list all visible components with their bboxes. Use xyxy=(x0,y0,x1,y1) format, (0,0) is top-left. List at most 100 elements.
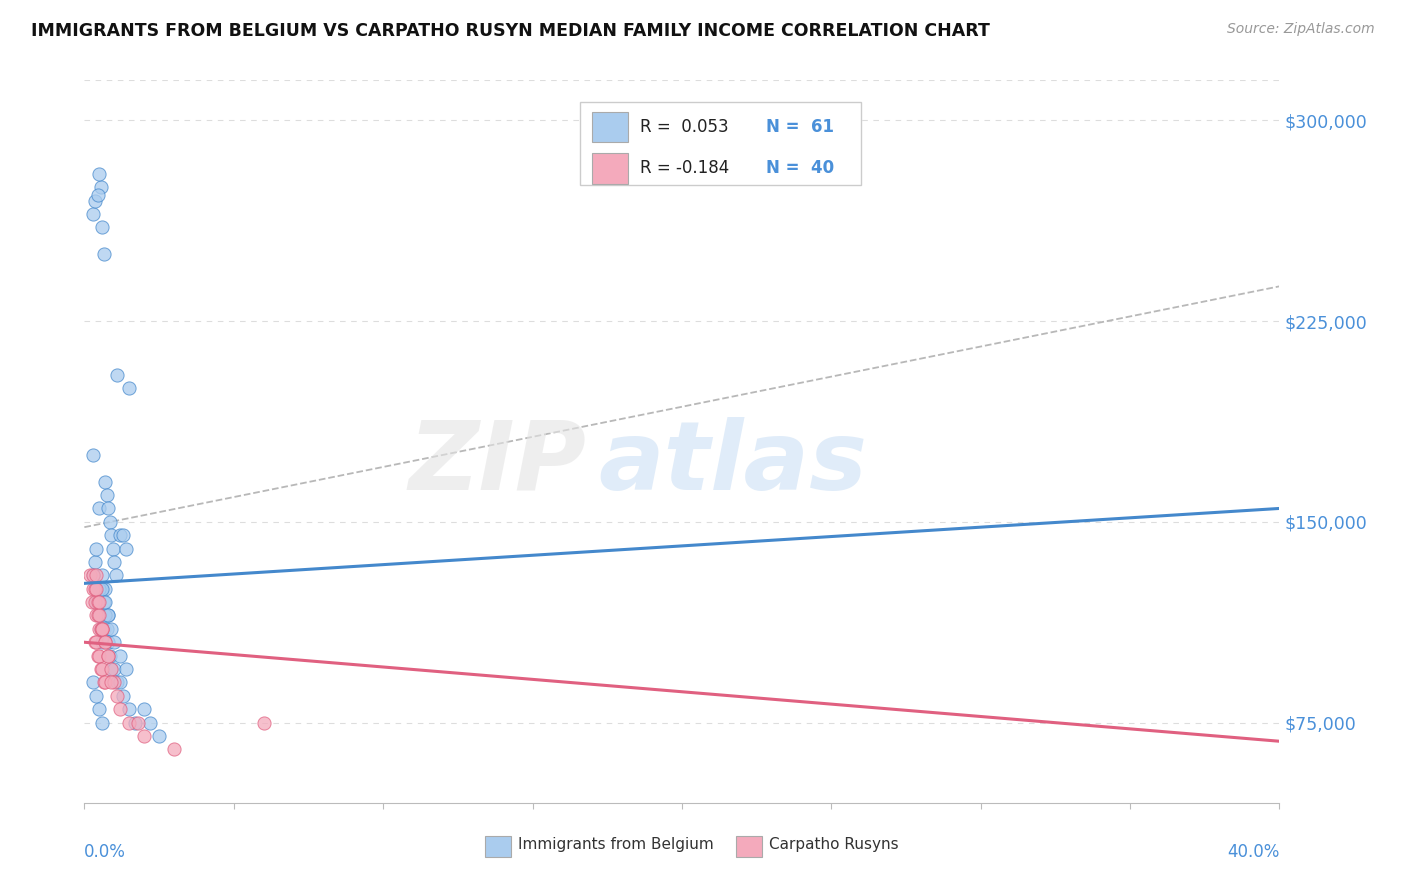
Point xyxy=(90,582,112,596)
Point xyxy=(105,689,128,703)
Point xyxy=(89,595,111,609)
Text: R = -0.184: R = -0.184 xyxy=(640,160,730,178)
Point xyxy=(91,622,114,636)
Point xyxy=(100,622,122,636)
Point xyxy=(90,622,112,636)
Point xyxy=(86,595,108,609)
Point xyxy=(83,555,105,569)
Point xyxy=(94,608,117,623)
Point xyxy=(86,541,108,556)
Point xyxy=(96,488,118,502)
FancyBboxPatch shape xyxy=(592,112,628,142)
Point xyxy=(94,475,117,489)
Point xyxy=(105,368,128,382)
Point xyxy=(93,622,115,636)
Point xyxy=(80,595,103,609)
Point xyxy=(89,582,111,596)
FancyBboxPatch shape xyxy=(592,153,628,184)
Point xyxy=(100,675,122,690)
Point xyxy=(87,595,110,609)
Point xyxy=(94,635,117,649)
Point xyxy=(90,180,112,194)
Point xyxy=(112,528,135,542)
Point xyxy=(132,729,156,743)
Point xyxy=(89,608,111,623)
Point xyxy=(94,635,117,649)
Point xyxy=(89,622,111,636)
Point xyxy=(101,541,124,556)
Text: Carpatho Rusyns: Carpatho Rusyns xyxy=(769,838,898,852)
Point xyxy=(91,220,114,235)
Text: atlas: atlas xyxy=(599,417,868,509)
Point xyxy=(118,381,141,395)
Point xyxy=(89,702,111,716)
Point xyxy=(253,715,276,730)
Point xyxy=(110,675,132,690)
Point xyxy=(82,568,104,582)
Point xyxy=(103,635,125,649)
Point xyxy=(91,622,114,636)
Point xyxy=(97,608,120,623)
Point xyxy=(98,515,121,529)
Point xyxy=(94,595,117,609)
Point xyxy=(97,648,120,663)
Point xyxy=(83,194,105,208)
Point xyxy=(91,622,114,636)
Point xyxy=(89,648,111,663)
Point xyxy=(86,689,108,703)
Point xyxy=(97,608,120,623)
Text: N =  61: N = 61 xyxy=(766,118,834,136)
Point xyxy=(79,568,101,582)
Point xyxy=(115,541,138,556)
Point xyxy=(103,662,125,676)
Point xyxy=(118,702,141,716)
Point xyxy=(91,662,114,676)
Point xyxy=(124,715,146,730)
Point xyxy=(90,662,112,676)
Text: R =  0.053: R = 0.053 xyxy=(640,118,728,136)
Point xyxy=(83,582,105,596)
Point xyxy=(100,662,122,676)
Text: N =  40: N = 40 xyxy=(766,160,834,178)
Point xyxy=(83,595,105,609)
Point xyxy=(82,207,104,221)
Point xyxy=(82,582,104,596)
Point xyxy=(96,622,118,636)
Point xyxy=(89,501,111,516)
Point xyxy=(115,662,138,676)
Point xyxy=(103,675,125,690)
Point xyxy=(132,702,156,716)
Point xyxy=(87,648,110,663)
FancyBboxPatch shape xyxy=(735,837,762,857)
FancyBboxPatch shape xyxy=(581,102,862,185)
Text: Source: ZipAtlas.com: Source: ZipAtlas.com xyxy=(1227,22,1375,37)
Point xyxy=(86,608,108,623)
Point xyxy=(91,715,114,730)
Text: 0.0%: 0.0% xyxy=(84,843,127,861)
Point xyxy=(91,635,114,649)
Point xyxy=(87,188,110,202)
Point xyxy=(89,167,111,181)
Text: ZIP: ZIP xyxy=(408,417,586,509)
Point xyxy=(110,702,132,716)
FancyBboxPatch shape xyxy=(485,837,510,857)
Point xyxy=(103,555,125,569)
Point xyxy=(127,715,149,730)
Point xyxy=(94,675,117,690)
Point xyxy=(89,608,111,623)
Point xyxy=(93,247,115,261)
Point xyxy=(104,568,127,582)
Point xyxy=(93,675,115,690)
Point xyxy=(94,582,117,596)
Text: IMMIGRANTS FROM BELGIUM VS CARPATHO RUSYN MEDIAN FAMILY INCOME CORRELATION CHART: IMMIGRANTS FROM BELGIUM VS CARPATHO RUSY… xyxy=(31,22,990,40)
Point xyxy=(163,742,186,756)
Point xyxy=(93,595,115,609)
Point xyxy=(91,568,114,582)
Point xyxy=(82,568,104,582)
Point xyxy=(97,635,120,649)
Point xyxy=(148,729,170,743)
Point xyxy=(90,622,112,636)
Point xyxy=(100,528,122,542)
Point xyxy=(86,582,108,596)
Point xyxy=(118,715,141,730)
